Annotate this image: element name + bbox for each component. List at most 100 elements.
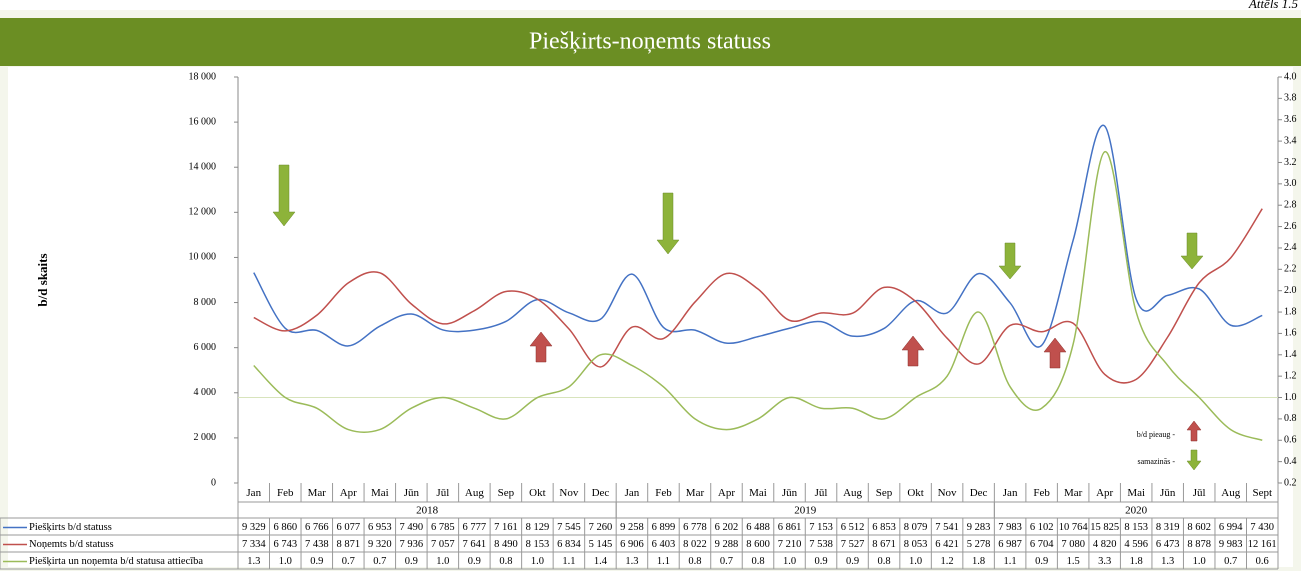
data-label: 5 278 bbox=[967, 539, 991, 550]
data-label: 6 994 bbox=[1219, 522, 1243, 533]
data-label: 8 490 bbox=[494, 539, 518, 550]
data-label: 7 490 bbox=[400, 522, 424, 533]
x-tick-label: Feb bbox=[655, 487, 672, 499]
y2-tick-label: 3.2 bbox=[1284, 157, 1297, 168]
data-label: 9 320 bbox=[368, 539, 392, 550]
data-label: 7 210 bbox=[778, 539, 802, 550]
data-label: 6 906 bbox=[620, 539, 644, 550]
data-label: 7 545 bbox=[557, 522, 581, 533]
x-tick-label: Sept bbox=[1252, 487, 1272, 499]
data-label: 0.8 bbox=[751, 556, 764, 567]
y-tick-label: 2 000 bbox=[194, 432, 217, 443]
data-label: 0.7 bbox=[373, 556, 386, 567]
increase-arrows bbox=[529, 331, 1202, 442]
y-tick-label: 18 000 bbox=[189, 71, 217, 82]
data-label: 9 983 bbox=[1219, 539, 1243, 550]
data-label: 7 438 bbox=[305, 539, 329, 550]
data-label: 6 473 bbox=[1156, 539, 1180, 550]
data-label: 7 527 bbox=[841, 539, 865, 550]
y2-tick-label: 0.8 bbox=[1284, 413, 1297, 424]
data-label: 9 288 bbox=[715, 539, 739, 550]
y2-tick-label: 1.2 bbox=[1284, 370, 1297, 381]
x-tick-label: Jūl bbox=[815, 487, 828, 499]
y-tick-label: 0 bbox=[211, 477, 216, 488]
data-label: 1.0 bbox=[436, 556, 449, 567]
data-label: 1.1 bbox=[657, 556, 670, 567]
data-label: 1.8 bbox=[1130, 556, 1143, 567]
data-label: 8 129 bbox=[526, 522, 550, 533]
data-label: 5 145 bbox=[589, 539, 613, 550]
data-label: 7 080 bbox=[1061, 539, 1085, 550]
x-tick-label: Apr bbox=[340, 487, 357, 499]
year-label: 2020 bbox=[1125, 505, 1148, 517]
y2-tick-label: 2.2 bbox=[1284, 264, 1297, 275]
data-label: 6 202 bbox=[715, 522, 739, 533]
data-label: 0.7 bbox=[1224, 556, 1237, 567]
data-label: 1.0 bbox=[909, 556, 922, 567]
data-label: 8 022 bbox=[683, 539, 707, 550]
year-label: 2019 bbox=[794, 505, 817, 517]
y2-tick-label: 0.6 bbox=[1284, 435, 1297, 446]
series-line bbox=[253, 151, 1263, 441]
data-label: 6 834 bbox=[557, 539, 581, 550]
data-label: 0.9 bbox=[1035, 556, 1048, 567]
data-label: 4 820 bbox=[1093, 539, 1117, 550]
x-tick-label: Aug bbox=[1221, 487, 1240, 499]
x-tick-label: Nov bbox=[559, 487, 578, 499]
y2-tick-label: 1.6 bbox=[1284, 328, 1297, 339]
data-label: 6 861 bbox=[778, 522, 802, 533]
y2-tick-label: 3.4 bbox=[1284, 135, 1297, 146]
data-label: 12 161 bbox=[1248, 539, 1277, 550]
data-label: 4 596 bbox=[1124, 539, 1148, 550]
data-label: 7 983 bbox=[998, 522, 1022, 533]
y2-tick-label: 2.6 bbox=[1284, 221, 1297, 232]
y-tick-label: 16 000 bbox=[189, 116, 217, 127]
y2-tick-label: 0.4 bbox=[1284, 456, 1297, 467]
x-tick-label: Mar bbox=[308, 487, 327, 499]
data-label: 6 403 bbox=[652, 539, 676, 550]
x-tick-label: Nov bbox=[938, 487, 957, 499]
data-label: 0.9 bbox=[310, 556, 323, 567]
x-tick-label: Aug bbox=[465, 487, 484, 499]
data-label: 1.0 bbox=[783, 556, 796, 567]
data-label: 1.3 bbox=[247, 556, 260, 567]
data-label: 6 853 bbox=[872, 522, 896, 533]
data-label: 8 600 bbox=[746, 539, 770, 550]
decrease-note: samazinās - bbox=[1137, 457, 1175, 466]
data-label: 6 987 bbox=[998, 539, 1022, 550]
x-tick-label: Jūl bbox=[436, 487, 449, 499]
data-label: 7 936 bbox=[400, 539, 424, 550]
y2-tick-label: 3.0 bbox=[1284, 178, 1297, 189]
y-tick-label: 10 000 bbox=[189, 252, 217, 263]
data-label: 8 153 bbox=[1124, 522, 1148, 533]
data-label: 6 102 bbox=[1030, 522, 1054, 533]
data-label: 6 785 bbox=[431, 522, 455, 533]
data-label: 0.8 bbox=[688, 556, 701, 567]
data-label: 15 825 bbox=[1090, 522, 1119, 533]
data-label: 6 743 bbox=[273, 539, 297, 550]
data-label: 1.0 bbox=[531, 556, 544, 567]
y2-tick-label: 2.8 bbox=[1284, 200, 1297, 211]
y-tick-label: 12 000 bbox=[189, 207, 217, 218]
data-label: 8 671 bbox=[872, 539, 896, 550]
data-label: 6 953 bbox=[368, 522, 392, 533]
x-tick-label: Dec bbox=[592, 487, 610, 499]
y-tick-label: 14 000 bbox=[189, 162, 217, 173]
data-label: 3.3 bbox=[1098, 556, 1111, 567]
legend-label: Piešķirta un noņemta b/d statusa attiecī… bbox=[29, 556, 203, 567]
data-label: 8 871 bbox=[336, 539, 360, 550]
y-tick-label: 6 000 bbox=[194, 342, 217, 353]
x-tick-label: Jūn bbox=[404, 487, 420, 499]
y2-tick-label: 2.0 bbox=[1284, 285, 1297, 296]
decrease-arrows bbox=[272, 164, 1204, 471]
x-tick-label: Jan bbox=[1003, 487, 1018, 499]
series-line bbox=[253, 124, 1263, 348]
y2-tick-label: 0.2 bbox=[1284, 477, 1297, 488]
data-label: 0.9 bbox=[814, 556, 827, 567]
data-label: 8 153 bbox=[526, 539, 550, 550]
data-label: 6 421 bbox=[935, 539, 959, 550]
data-label: 0.9 bbox=[468, 556, 481, 567]
data-label: 9 283 bbox=[967, 522, 991, 533]
data-label: 0.9 bbox=[405, 556, 418, 567]
